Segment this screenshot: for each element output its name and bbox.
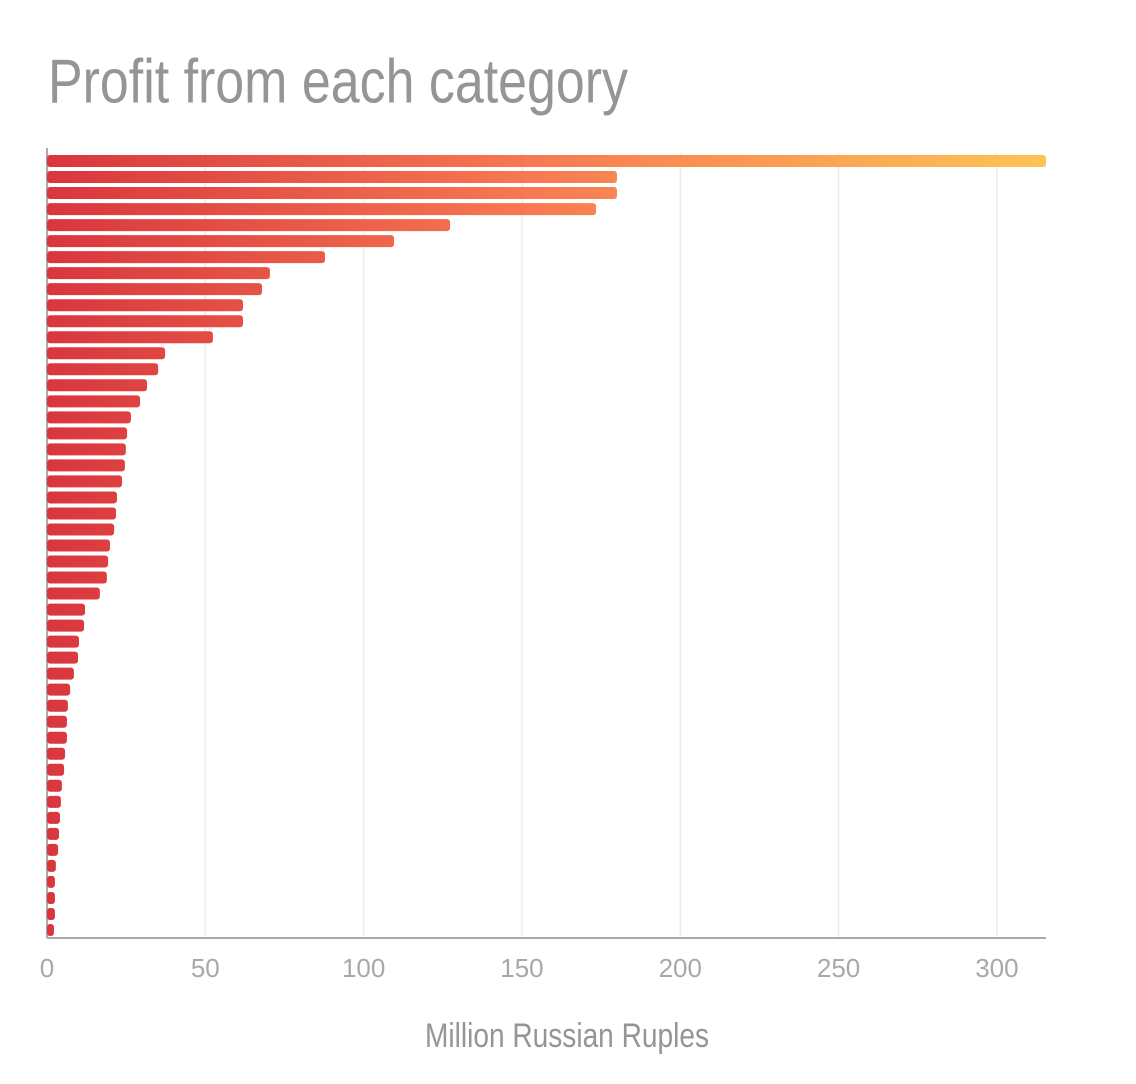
bar [47,427,128,440]
x-tick-label: 50 [191,953,220,983]
bar [47,571,107,584]
bar [47,555,109,568]
bar [47,299,244,312]
bar [47,683,71,696]
bar [47,923,54,936]
bar [47,667,74,680]
bar [47,235,395,248]
bar [47,411,131,424]
x-tick-label: 250 [817,953,860,983]
x-tick-label: 200 [659,953,702,983]
bar [47,843,59,856]
bar [47,811,60,824]
bar [47,443,126,456]
bar [47,155,1046,168]
bar [47,315,244,328]
bar [47,491,117,504]
bar [47,907,55,920]
bar [47,523,115,536]
bar [47,731,67,744]
x-tick-label: 0 [40,953,54,983]
bar [47,171,617,184]
x-axis-label: Million Russian Ruples [425,1017,709,1055]
bar [47,763,65,776]
bar [47,587,100,600]
bar [47,363,159,376]
bar [47,267,270,280]
bar [47,875,55,888]
bar [47,203,597,216]
bar [47,283,262,296]
bar [47,459,125,472]
bar [47,779,62,792]
x-tick-label: 100 [342,953,385,983]
x-tick-label: 300 [975,953,1018,983]
bar [47,395,141,408]
bar [47,347,166,360]
bar [47,251,326,264]
bar [47,891,55,904]
bar [47,187,617,200]
bar [47,539,111,552]
bar [47,603,85,616]
bar [47,619,85,632]
bar [47,219,451,232]
bar [47,859,56,872]
bar [47,795,61,808]
bar [47,747,66,760]
bar [47,507,117,520]
bar [47,699,68,712]
chart-title: Profit from each category [48,47,628,116]
bar [47,715,67,728]
bar [47,331,213,344]
bar [47,475,123,488]
bar [47,827,60,840]
bar [47,651,79,664]
x-tick-label: 150 [500,953,543,983]
bar [47,635,79,648]
bar [47,379,148,392]
